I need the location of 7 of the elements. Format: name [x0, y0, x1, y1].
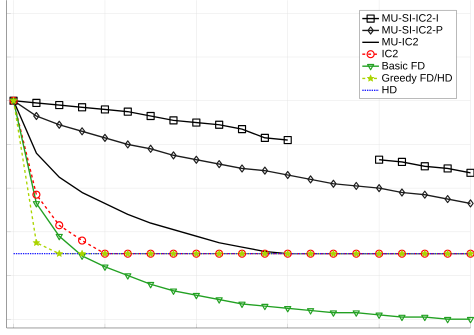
legend-label: MU-IC2	[382, 38, 418, 46]
legend-label: MU-SI-IC2-I	[382, 14, 438, 22]
legend-label: Greedy FD/HD	[382, 74, 452, 84]
legend-label: MU-SI-IC2-P	[382, 26, 442, 34]
legend-label: IC2	[382, 50, 398, 58]
legend-label: HD	[382, 86, 397, 94]
legend-label: Basic FD	[382, 62, 425, 70]
